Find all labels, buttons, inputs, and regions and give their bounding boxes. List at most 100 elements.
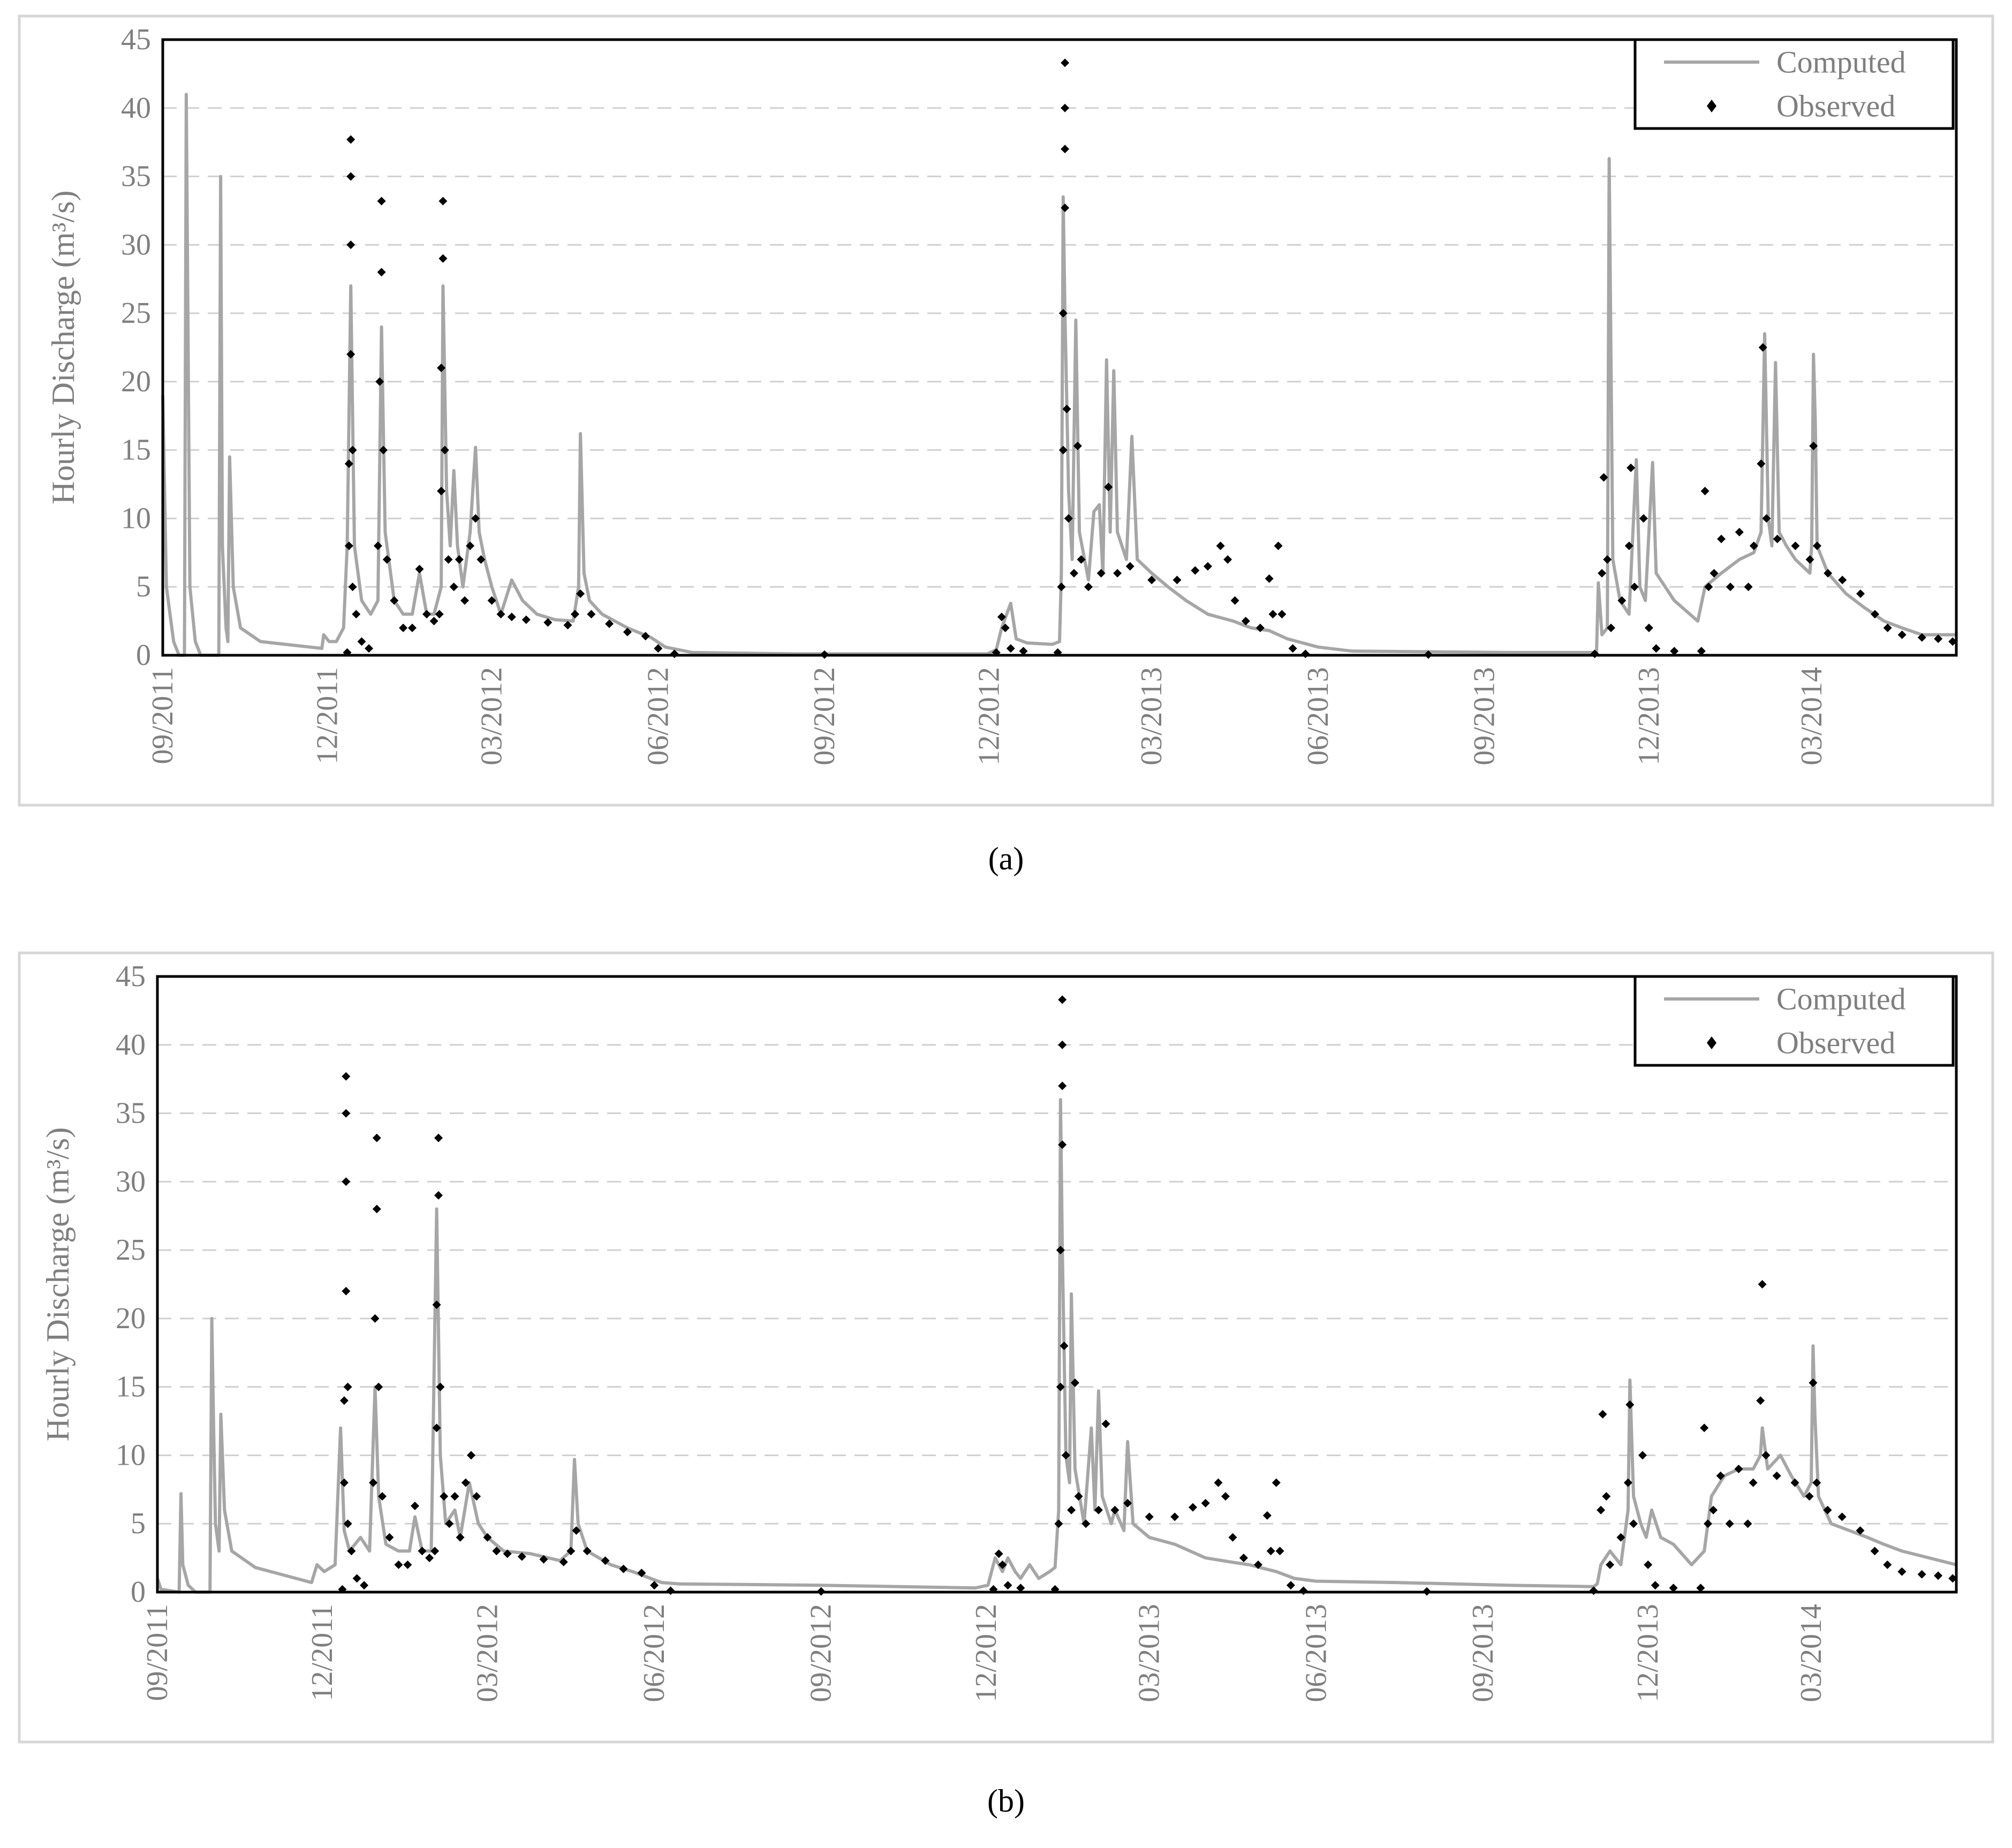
x-tick-label: 06/2013 <box>1299 1604 1333 1702</box>
observed-point <box>1058 1040 1067 1049</box>
observed-point <box>1639 514 1648 523</box>
observed-point <box>1644 623 1653 632</box>
observed-point <box>1096 569 1106 578</box>
observed-point <box>1598 569 1607 578</box>
observed-point <box>369 1478 378 1487</box>
observed-point <box>339 1396 349 1405</box>
observed-point <box>1670 647 1679 656</box>
observed-point <box>415 565 424 573</box>
observed-point <box>1883 1560 1892 1569</box>
observed-point <box>1147 575 1156 585</box>
observed-point <box>1734 1465 1743 1473</box>
observed-point <box>1744 582 1753 592</box>
x-tick-label: 03/2014 <box>1795 1604 1828 1702</box>
observed-point <box>1060 1342 1069 1350</box>
observed-point <box>370 1314 380 1323</box>
observed-point <box>1214 1478 1223 1487</box>
observed-point <box>587 610 596 619</box>
observed-point <box>435 610 444 619</box>
y-tick-label: 25 <box>116 1233 146 1267</box>
y-tick-label: 30 <box>121 228 151 261</box>
observed-point <box>1790 1478 1799 1487</box>
observed-point <box>1216 541 1225 550</box>
observed-point <box>1948 1574 1957 1583</box>
observed-point <box>517 1552 526 1561</box>
observed-point <box>1301 649 1310 658</box>
observed-point <box>365 644 373 653</box>
observed-point <box>436 1382 445 1391</box>
observed-point <box>619 1564 628 1573</box>
observed-point <box>1074 1492 1083 1501</box>
x-tick-label: 03/2012 <box>471 1604 504 1702</box>
observed-point <box>1056 1246 1065 1255</box>
observed-point <box>1061 1451 1070 1460</box>
observed-point <box>347 1547 356 1556</box>
observed-point <box>1058 1081 1067 1090</box>
observed-point <box>1607 623 1615 632</box>
observed-point <box>571 610 579 619</box>
y-tick-label: 15 <box>121 434 151 467</box>
observed-point <box>1070 569 1078 578</box>
x-tick-label: 03/2012 <box>475 667 509 766</box>
observed-point <box>444 555 453 564</box>
observed-point <box>1228 1533 1237 1542</box>
y-tick-label: 15 <box>116 1370 146 1404</box>
observed-point <box>1761 1451 1771 1460</box>
observed-point <box>1001 623 1010 632</box>
x-tick-label: 12/2012 <box>972 667 1005 766</box>
observed-point <box>1145 1512 1154 1521</box>
observed-point <box>440 445 449 455</box>
observed-point <box>476 555 486 564</box>
legend-observed-label: Observed <box>1776 89 1895 124</box>
legend: Computed Observed <box>1633 38 1955 130</box>
y-tick-label: 10 <box>116 1438 146 1472</box>
observed-point <box>399 623 408 632</box>
observed-point <box>455 555 464 564</box>
chart-frame <box>18 951 1994 1744</box>
y-axis-title: Hourly Discharge (m³/s) <box>46 191 81 505</box>
observed-point <box>1067 1505 1076 1514</box>
observed-point <box>1735 528 1744 536</box>
y-tick-label: 20 <box>116 1302 146 1335</box>
observed-point <box>1871 610 1879 619</box>
observed-point <box>1003 1581 1012 1590</box>
observed-series <box>338 995 1957 1596</box>
observed-point <box>1073 442 1082 450</box>
x-tick-label: 12/2012 <box>970 1604 1003 1702</box>
observed-point <box>605 619 614 628</box>
observed-point <box>1638 1451 1647 1460</box>
observed-point <box>437 487 446 496</box>
observed-point <box>1749 1478 1758 1487</box>
observed-point <box>1704 582 1713 592</box>
observed-point <box>641 632 650 641</box>
observed-point <box>471 514 480 523</box>
observed-point <box>438 254 448 263</box>
observed-point <box>1624 541 1633 550</box>
observed-point <box>1616 1533 1625 1542</box>
y-tick-label: 35 <box>116 1097 146 1130</box>
observed-point <box>422 610 431 619</box>
observed-point <box>394 1560 403 1569</box>
y-tick-label: 10 <box>121 502 151 535</box>
observed-point <box>403 1560 412 1569</box>
y-tick-label: 0 <box>131 1576 146 1609</box>
observed-point <box>1170 1512 1179 1521</box>
observed-point <box>1883 623 1892 632</box>
observed-point <box>654 644 663 653</box>
observed-point <box>492 1547 501 1556</box>
observed-point <box>1265 574 1274 583</box>
computed-series <box>161 93 1956 657</box>
caption-b: (b) <box>987 1783 1025 1819</box>
observed-point <box>1948 637 1957 646</box>
figure-a: 0 5 10 15 20 25 30 35 40 45 09/2011 12/2011 03/2012… <box>0 0 2012 921</box>
observed-point <box>377 196 386 206</box>
observed-point <box>1917 633 1926 642</box>
observed-point <box>1062 405 1071 413</box>
observed-point <box>1856 1526 1865 1535</box>
x-tick-label: 12/2011 <box>311 667 344 764</box>
observed-point <box>1717 534 1726 543</box>
observed-point <box>583 1547 592 1556</box>
computed-series <box>156 1098 1957 1594</box>
observed-point <box>1625 1400 1635 1409</box>
observed-point <box>434 1133 443 1142</box>
